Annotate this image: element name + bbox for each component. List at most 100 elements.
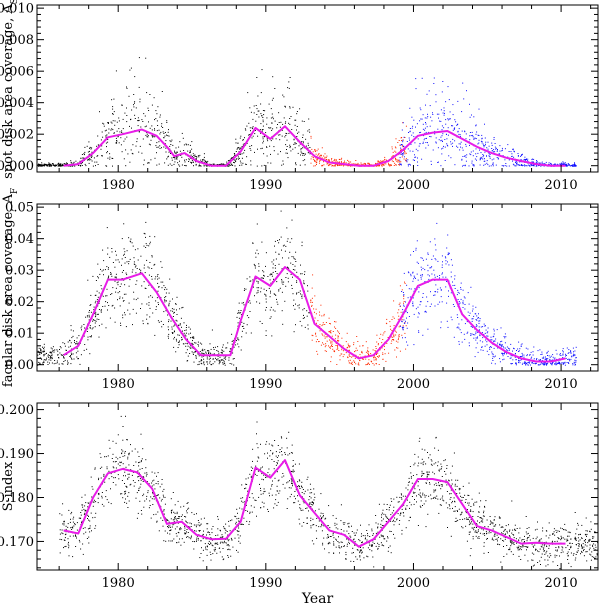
facular-scatter-point: [515, 363, 517, 365]
facular-scatter-point: [421, 275, 423, 277]
facular-scatter-point: [311, 287, 313, 289]
facular-scatter-point: [434, 244, 436, 246]
sindex-scatter-point: [118, 478, 120, 480]
spot-scatter-point: [293, 139, 295, 141]
spot-scatter-point: [260, 113, 262, 115]
spot-scatter-point: [270, 117, 272, 119]
facular-scatter-point: [302, 317, 304, 319]
sindex-scatter-point: [293, 470, 295, 472]
facular-scatter-point: [511, 363, 513, 364]
facular-scatter-point: [506, 350, 508, 352]
facular-scatter-point: [322, 324, 324, 326]
facular-scatter-point: [157, 320, 159, 322]
facular-scatter-point: [144, 287, 146, 289]
spot-scatter-point: [447, 119, 449, 121]
spot-scatter-point: [253, 112, 255, 114]
spot-scatter-point: [137, 117, 139, 119]
spot-scatter-point: [465, 156, 467, 158]
facular-scatter-point: [446, 247, 448, 249]
spot-scatter-point: [303, 121, 305, 122]
facular-scatter-point: [54, 360, 56, 361]
spot-scatter-point: [391, 160, 393, 162]
sindex-scatter-point: [508, 549, 510, 551]
sindex-scatter-point: [140, 479, 142, 481]
facular-scatter-point: [128, 285, 130, 287]
spot-scatter-point: [397, 161, 399, 163]
spot-scatter-point: [318, 153, 320, 155]
spot-scatter-point: [537, 162, 539, 164]
spot-scatter-point: [128, 95, 130, 97]
sindex-scatter-point: [134, 448, 136, 450]
facular-scatter-point: [514, 356, 516, 358]
facular-scatter-point: [420, 301, 422, 303]
spot-scatter-point: [317, 154, 319, 156]
spot-scatter-point: [324, 156, 326, 158]
facular-scatter-point: [254, 295, 255, 297]
facular-scatter-point: [63, 361, 65, 362]
sindex-scatter-point: [479, 517, 481, 519]
spot-scatter-point: [101, 155, 103, 157]
spot-scatter-point: [139, 145, 141, 147]
sindex-scatter-point: [95, 501, 97, 503]
facular-scatter-point: [128, 263, 130, 265]
spot-y-tick-label: 0.006: [0, 65, 34, 80]
sindex-scatter-point: [140, 510, 142, 511]
facular-scatter-point: [394, 330, 396, 332]
spot-scatter-point: [149, 144, 151, 146]
facular-scatter-point: [204, 349, 206, 351]
facular-scatter-point: [198, 355, 200, 357]
spot-scatter-point: [74, 165, 76, 167]
facular-scatter-point: [286, 240, 288, 242]
spot-scatter-point: [244, 149, 246, 151]
spot-scatter-point: [171, 139, 173, 141]
facular-scatter-point: [283, 244, 285, 246]
facular-scatter-point: [259, 302, 261, 304]
sindex-scatter-point: [196, 537, 198, 539]
sindex-scatter-point: [223, 527, 225, 529]
spot-scatter-point: [203, 153, 205, 155]
spot-scatter-point: [94, 161, 96, 163]
spot-scatter-point: [44, 164, 46, 166]
facular-scatter-point: [534, 363, 536, 365]
spot-scatter-point: [249, 107, 251, 109]
facular-scatter-point: [422, 293, 424, 294]
spot-scatter-point: [504, 148, 506, 150]
sindex-scatter-point: [322, 544, 324, 546]
spot-scatter-point: [302, 147, 304, 149]
facular-scatter-point: [187, 355, 189, 357]
facular-scatter-point: [432, 255, 434, 257]
spot-scatter-point: [241, 157, 243, 159]
spot-scatter-point: [437, 147, 439, 149]
spot-scatter-point: [200, 159, 202, 161]
facular-scatter-point: [248, 317, 250, 319]
sindex-scatter-point: [245, 487, 247, 489]
sindex-scatter-point: [511, 541, 512, 543]
facular-scatter-point: [70, 355, 72, 356]
sindex-scatter-point: [419, 492, 421, 494]
spot-scatter-point: [296, 126, 298, 127]
spot-scatter-point: [70, 162, 72, 164]
facular-scatter-point: [278, 253, 280, 255]
facular-scatter-point: [485, 339, 487, 341]
facular-scatter-point: [472, 308, 474, 310]
facular-scatter-point: [194, 342, 196, 344]
facular-scatter-point: [202, 350, 204, 352]
spot-scatter-point: [452, 129, 454, 131]
spot-scatter-point: [166, 134, 167, 136]
facular-scatter-point: [445, 260, 447, 262]
facular-x-tick-label: 2010: [545, 377, 578, 392]
spot-scatter-point: [79, 160, 81, 162]
facular-scatter-point: [57, 350, 59, 352]
sindex-scatter-point: [439, 485, 441, 487]
facular-scatter-point: [544, 364, 546, 366]
facular-scatter-point: [95, 300, 97, 302]
spot-scatter-point: [170, 141, 172, 143]
sindex-scatter-point: [221, 556, 223, 558]
spot-scatter-point: [107, 157, 109, 159]
spot-scatter-point: [165, 151, 167, 153]
facular-scatter-point: [501, 340, 503, 342]
facular-scatter-point: [514, 353, 516, 354]
sindex-scatter-point: [101, 492, 103, 493]
sindex-scatter-point: [119, 461, 121, 463]
facular-scatter-point: [164, 297, 166, 299]
